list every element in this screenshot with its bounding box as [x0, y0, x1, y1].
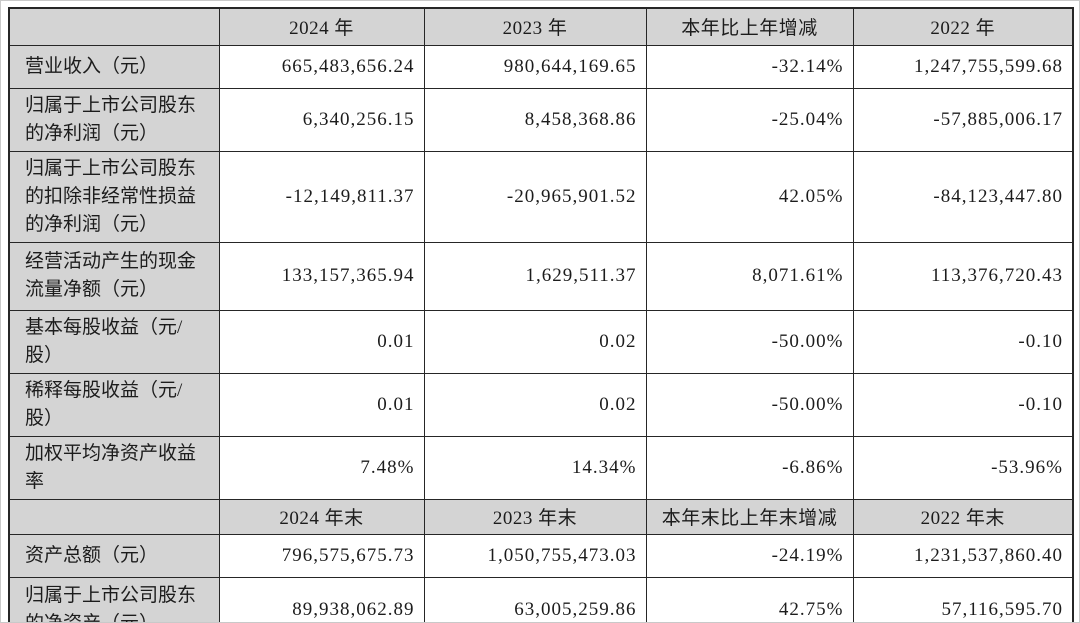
value-cell: 63,005,259.86 — [423, 576, 647, 622]
key-financial-indicators-table: 2024 年 2023 年 本年比上年增减 2022 年 营业收入（元） 665… — [8, 7, 1074, 622]
row-label-cell: 归属于上市公司股东的净利润（元） — [8, 87, 220, 152]
value-cell: 89,938,062.89 — [218, 576, 425, 622]
value-cell: -6.86% — [645, 435, 854, 500]
value-cell: 57,116,595.70 — [852, 576, 1074, 622]
value-cell: 980,644,169.65 — [423, 44, 647, 89]
value-cell: -25.04% — [645, 87, 854, 152]
row-label-cell: 营业收入（元） — [8, 44, 220, 89]
value-cell: -20,965,901.52 — [423, 150, 647, 243]
table-row-net-profit-excl-nonrecurring: 归属于上市公司股东的扣除非经常性损益的净利润（元） -12,149,811.37… — [8, 150, 1074, 243]
value-cell: 1,247,755,599.68 — [852, 44, 1074, 89]
table-row-revenue: 营业收入（元） 665,483,656.24 980,644,169.65 -3… — [8, 44, 1074, 89]
value-cell: -32.14% — [645, 44, 854, 89]
row-label-cell: 资产总额（元） — [8, 533, 220, 578]
row-label-cell: 归属于上市公司股东的扣除非经常性损益的净利润（元） — [8, 150, 220, 243]
value-cell: 8,458,368.86 — [423, 87, 647, 152]
value-cell: -12,149,811.37 — [218, 150, 425, 243]
header-empty-cell — [8, 498, 220, 535]
column-header-2022: 2022 年 — [852, 7, 1074, 46]
value-cell: -0.10 — [852, 372, 1074, 437]
value-cell: 0.01 — [218, 372, 425, 437]
value-cell: 0.02 — [423, 309, 647, 374]
row-label-cell: 加权平均净资产收益率 — [8, 435, 220, 500]
value-cell: 14.34% — [423, 435, 647, 500]
value-cell: -57,885,006.17 — [852, 87, 1074, 152]
table-row-total-assets: 资产总额（元） 796,575,675.73 1,050,755,473.03 … — [8, 533, 1074, 578]
value-cell: 1,231,537,860.40 — [852, 533, 1074, 578]
value-cell: -84,123,447.80 — [852, 150, 1074, 243]
value-cell: 796,575,675.73 — [218, 533, 425, 578]
value-cell: 133,157,365.94 — [218, 241, 425, 311]
value-cell: 665,483,656.24 — [218, 44, 425, 89]
column-header-yoy-change: 本年比上年增减 — [645, 7, 854, 46]
header-empty-cell — [8, 7, 220, 46]
value-cell: 0.02 — [423, 372, 647, 437]
table-row-basic-eps: 基本每股收益（元/股） 0.01 0.02 -50.00% -0.10 — [8, 309, 1074, 374]
value-cell: -24.19% — [645, 533, 854, 578]
value-cell: 42.05% — [645, 150, 854, 243]
value-cell: -50.00% — [645, 372, 854, 437]
column-header-2024: 2024 年 — [218, 7, 425, 46]
table-header-row-annual: 2024 年 2023 年 本年比上年增减 2022 年 — [8, 7, 1074, 46]
column-header-2023: 2023 年 — [423, 7, 647, 46]
table-row-operating-cash-flow: 经营活动产生的现金流量净额（元） 133,157,365.94 1,629,51… — [8, 241, 1074, 311]
table-row-net-profit: 归属于上市公司股东的净利润（元） 6,340,256.15 8,458,368.… — [8, 87, 1074, 152]
value-cell: 113,376,720.43 — [852, 241, 1074, 311]
table-row-weighted-avg-roe: 加权平均净资产收益率 7.48% 14.34% -6.86% -53.96% — [8, 435, 1074, 500]
value-cell: -50.00% — [645, 309, 854, 374]
value-cell: -53.96% — [852, 435, 1074, 500]
column-header-2023-end: 2023 年末 — [423, 498, 647, 535]
table-header-row-year-end: 2024 年末 2023 年末 本年末比上年末增减 2022 年末 — [8, 498, 1074, 535]
row-label-cell: 稀释每股收益（元/股） — [8, 372, 220, 437]
value-cell: 8,071.61% — [645, 241, 854, 311]
row-label-cell: 经营活动产生的现金流量净额（元） — [8, 241, 220, 311]
column-header-year-end-change: 本年末比上年末增减 — [645, 498, 854, 535]
value-cell: -0.10 — [852, 309, 1074, 374]
table-row-net-assets: 归属于上市公司股东的净资产（元） 89,938,062.89 63,005,25… — [8, 576, 1074, 622]
column-header-2022-end: 2022 年末 — [852, 498, 1074, 535]
column-header-2024-end: 2024 年末 — [218, 498, 425, 535]
value-cell: 0.01 — [218, 309, 425, 374]
table-row-diluted-eps: 稀释每股收益（元/股） 0.01 0.02 -50.00% -0.10 — [8, 372, 1074, 437]
value-cell: 7.48% — [218, 435, 425, 500]
row-label-cell: 基本每股收益（元/股） — [8, 309, 220, 374]
value-cell: 1,050,755,473.03 — [423, 533, 647, 578]
value-cell: 6,340,256.15 — [218, 87, 425, 152]
value-cell: 1,629,511.37 — [423, 241, 647, 311]
value-cell: 42.75% — [645, 576, 854, 622]
row-label-cell: 归属于上市公司股东的净资产（元） — [8, 576, 220, 622]
